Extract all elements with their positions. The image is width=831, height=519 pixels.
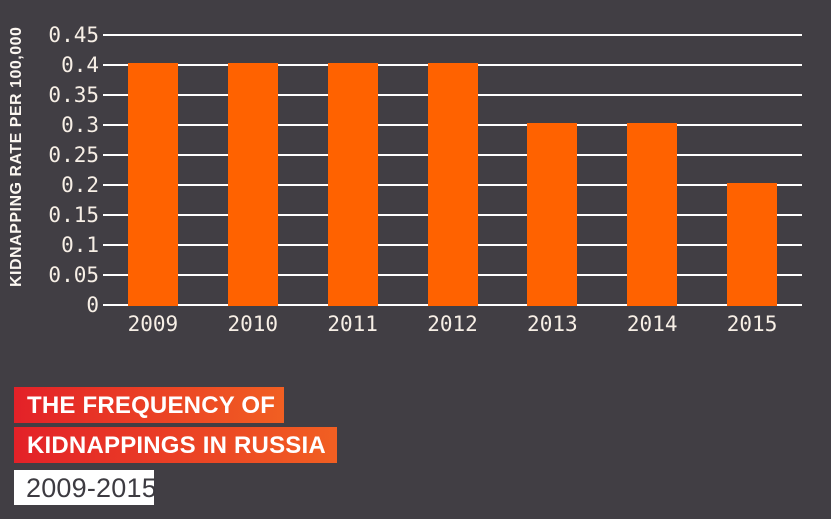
x-tick-label: 2011 (327, 312, 378, 336)
plot-area (103, 34, 802, 306)
y-tick-label: 0.1 (61, 233, 99, 257)
x-tick-label: 2012 (427, 312, 478, 336)
x-tick-label: 2013 (527, 312, 578, 336)
bar (627, 123, 678, 306)
chart-title-line1: THE FREQUENCY OF (14, 387, 284, 423)
y-tick-label: 0.25 (48, 143, 99, 167)
y-tick-label: 0.15 (48, 203, 99, 227)
bar (527, 123, 578, 306)
y-tick-label: 0.05 (48, 263, 99, 287)
y-tick-label: 0 (86, 293, 99, 317)
y-tick-label: 0.2 (61, 173, 99, 197)
y-tick-label: 0.45 (48, 23, 99, 47)
y-tick-label: 0.3 (61, 113, 99, 137)
x-tick-label: 2010 (227, 312, 279, 336)
chart-title-line2: KIDNAPPINGS IN RUSSIA (14, 427, 337, 463)
y-axis-tick-labels: 0 0.05 0.1 0.15 0.2 0.25 0.3 0.35 0.4 0.45 (26, 24, 99, 316)
x-tick-label: 2014 (626, 312, 678, 336)
x-tick-label: 2009 (127, 312, 179, 336)
bar (727, 183, 778, 306)
bar (227, 63, 278, 306)
x-axis-tick-labels: 2009 2010 2011 2012 2013 2014 2015 (103, 312, 802, 342)
bar (327, 63, 378, 306)
bar (427, 63, 478, 306)
gridline (103, 34, 802, 36)
y-tick-label: 0.35 (48, 83, 99, 107)
bar (127, 63, 178, 306)
x-tick-label: 2015 (726, 312, 778, 336)
chart-subtitle-years: 2009-2015 (14, 470, 157, 505)
y-tick-label: 0.4 (61, 53, 99, 77)
